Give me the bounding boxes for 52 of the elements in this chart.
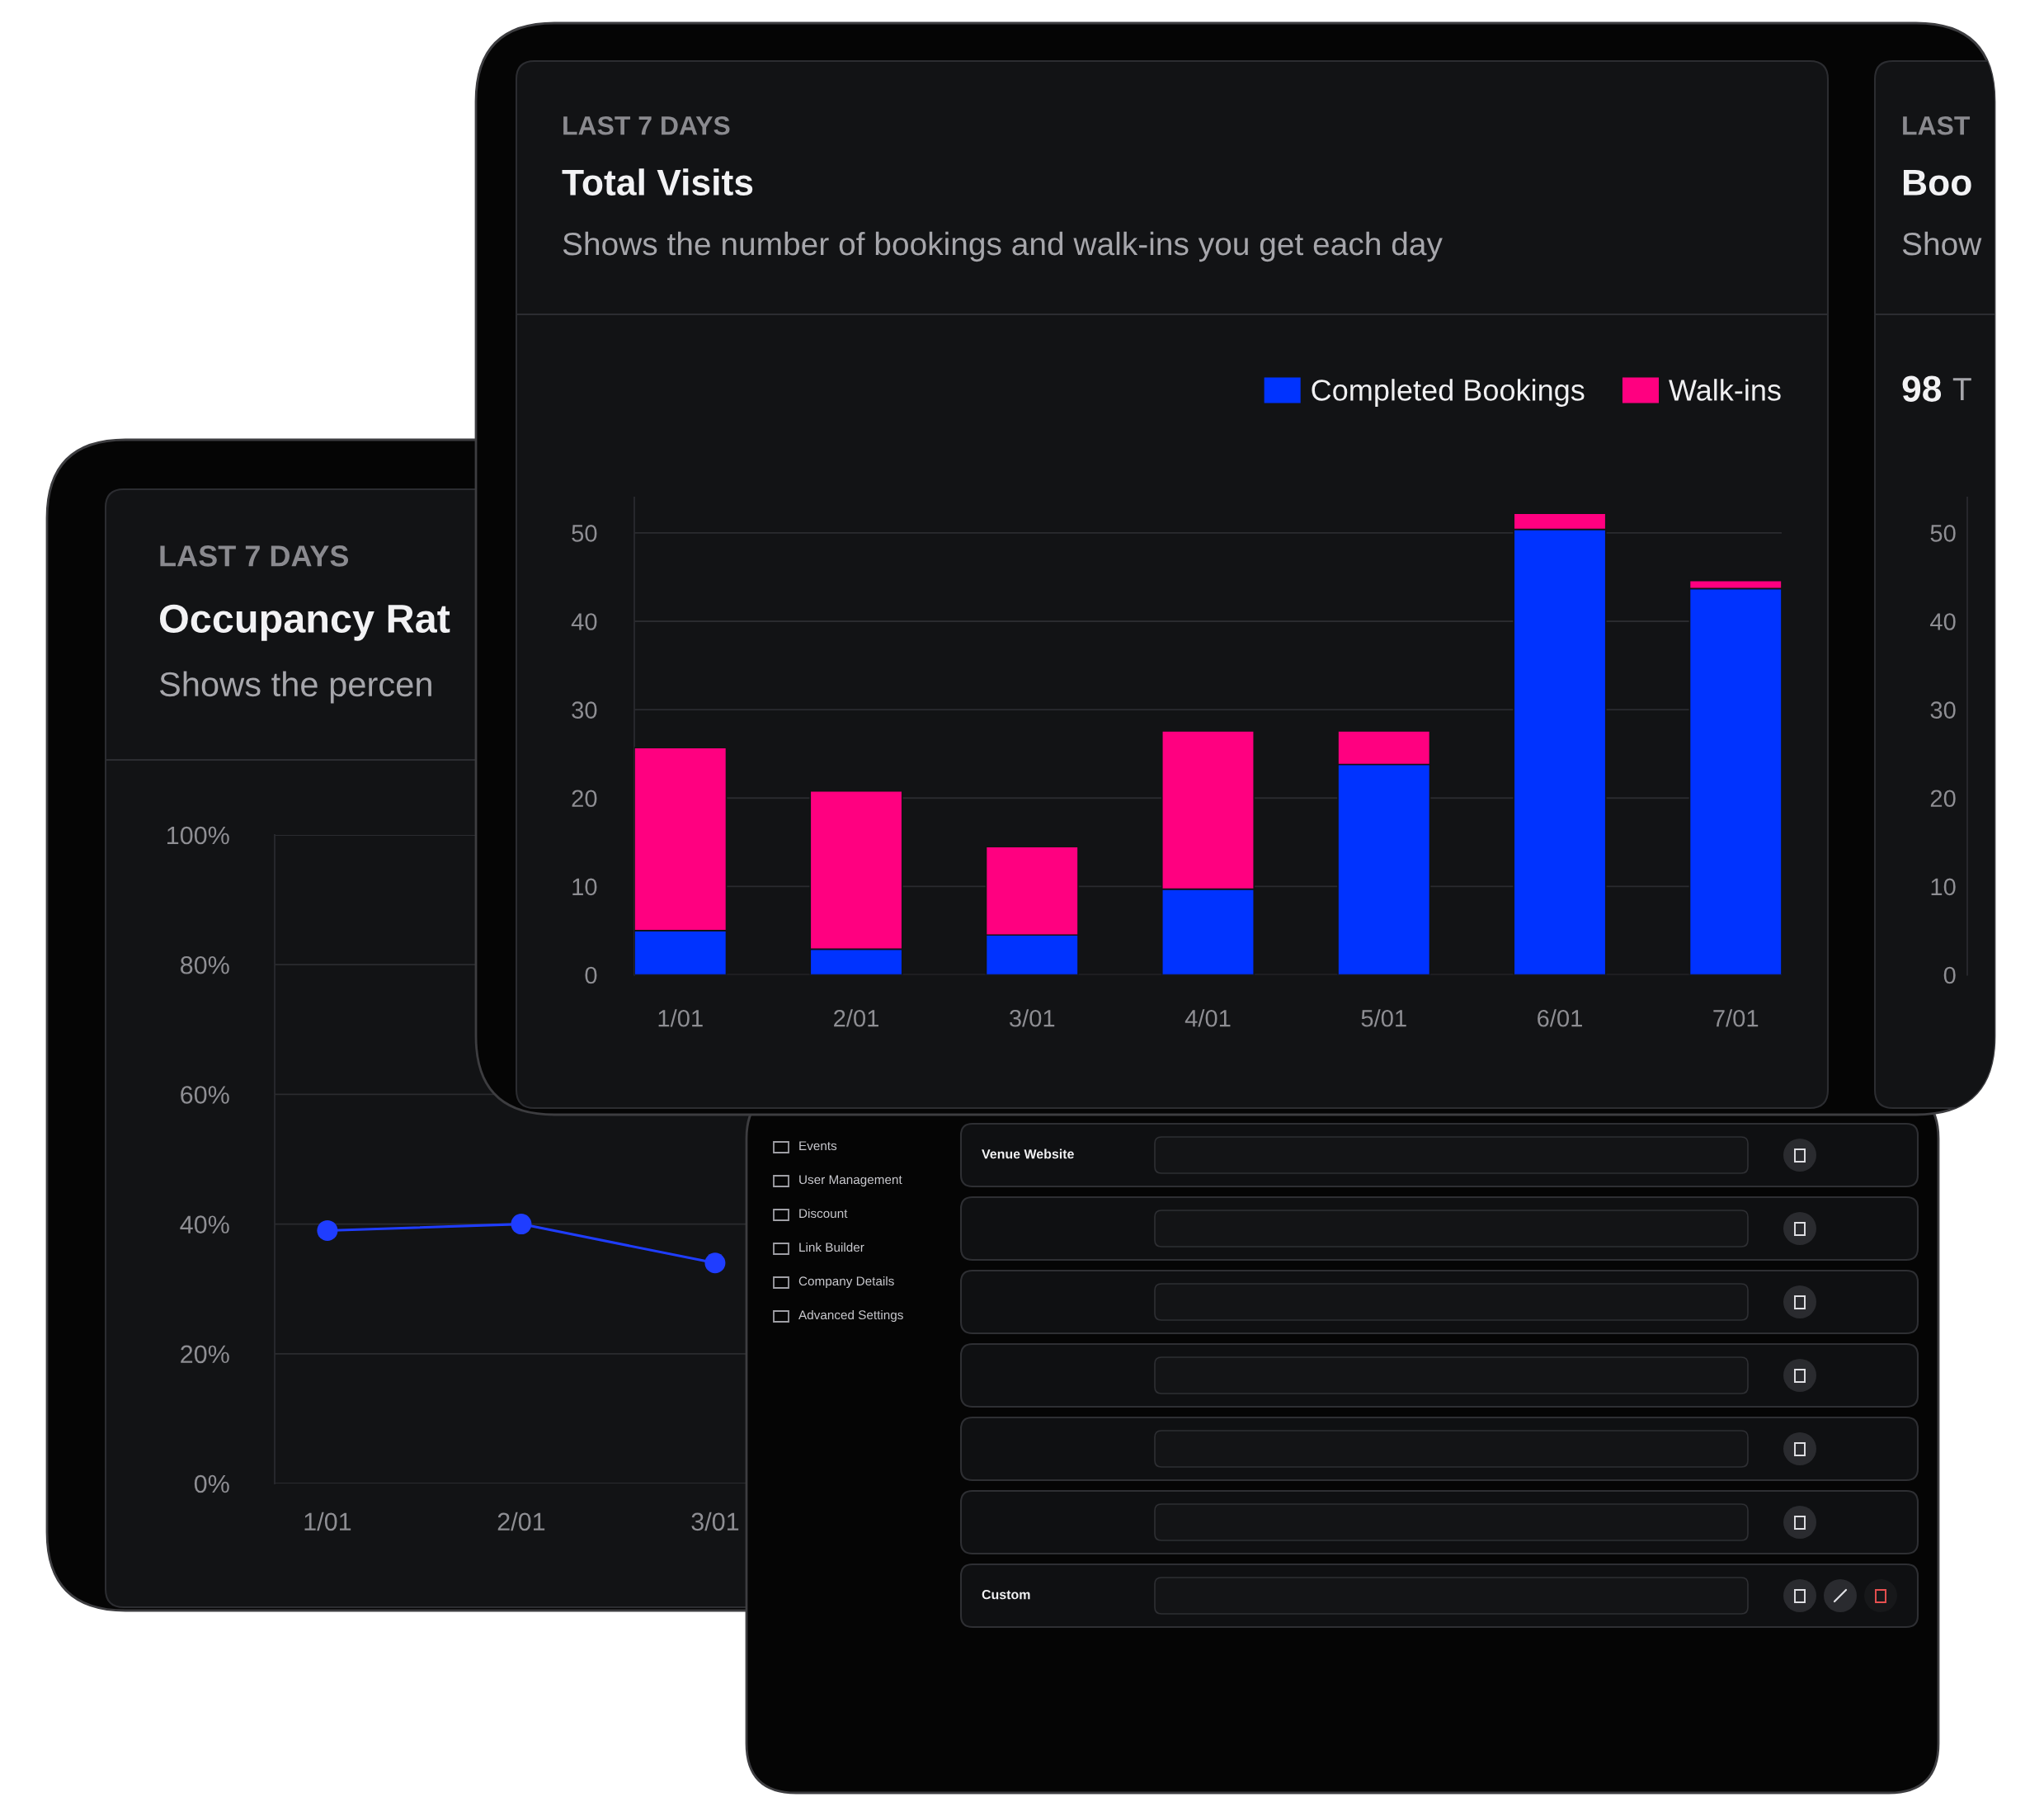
y-tick-label: 10	[572, 878, 597, 896]
y-tick-label: 30	[1930, 701, 1956, 719]
point	[317, 1219, 338, 1241]
x-tick-label: 4/01	[1184, 1009, 1231, 1027]
text: Boo	[1903, 169, 1971, 196]
y-tick-label: 100%	[167, 826, 229, 845]
category-label: Venue Website	[982, 1148, 1074, 1159]
y-tick-label: 40	[1930, 613, 1956, 630]
y-tick-label: 40	[571, 613, 597, 630]
y-tick-label: 40%	[180, 1215, 229, 1233]
y-tick-label: 50	[1930, 525, 1956, 542]
y-tick-label: 0%	[194, 1474, 229, 1493]
category-label: Custom	[982, 1589, 1030, 1600]
text: Link Builder	[799, 1242, 864, 1252]
text: Show	[1902, 231, 1982, 256]
y-tick-label: 20	[1930, 790, 1956, 808]
chart-title: Occupancy Rat	[160, 604, 450, 641]
text: LAST 7 DAYS	[563, 116, 730, 135]
y-tick-label: 80%	[181, 955, 229, 974]
y-tick-label: 20%	[181, 1345, 229, 1364]
y-tick-label: 20	[572, 790, 597, 808]
legend-label: Completed Bookings	[1312, 379, 1585, 407]
x-tick-label: 6/01	[1538, 1009, 1582, 1027]
x-tick-label: 2/01	[497, 1512, 545, 1531]
text: T	[1952, 378, 1971, 401]
text: Discount	[799, 1208, 848, 1219]
text: Events	[799, 1141, 837, 1151]
text: Company Details	[798, 1276, 894, 1289]
text: LAST 7 DAYS	[160, 545, 349, 567]
x-tick-label: 2/01	[834, 1009, 878, 1027]
text: 98	[1902, 375, 1942, 402]
y-tick-label: 0	[1943, 966, 1956, 984]
x-tick-label: 1/01	[658, 1009, 703, 1027]
x-tick-label: 3/01	[691, 1512, 739, 1531]
y-tick-label: 60%	[181, 1086, 229, 1104]
point	[511, 1214, 532, 1235]
chart-subtitle: Shows the number of bookings and walk-ins you get each day	[563, 231, 1443, 262]
point	[704, 1252, 726, 1274]
x-tick-label: 3/01	[1009, 1009, 1055, 1027]
text: Advanced Settings	[798, 1309, 903, 1323]
y-tick-label: 0	[585, 966, 597, 984]
y-tick-label: 30	[572, 701, 597, 719]
legend-label: Walk-ins	[1669, 379, 1781, 401]
x-tick-label: 1/01	[304, 1512, 351, 1531]
text: LAST	[1903, 116, 1971, 135]
chart-subtitle: Shows the percen	[159, 671, 431, 704]
y-tick-label: 50	[572, 525, 597, 542]
y-tick-label: 10	[1931, 878, 1956, 896]
text: User Management	[799, 1175, 902, 1187]
chart-title: Total Visits	[562, 168, 753, 196]
x-tick-label: 5/01	[1361, 1009, 1406, 1027]
x-tick-label: 7/01	[1713, 1009, 1759, 1027]
